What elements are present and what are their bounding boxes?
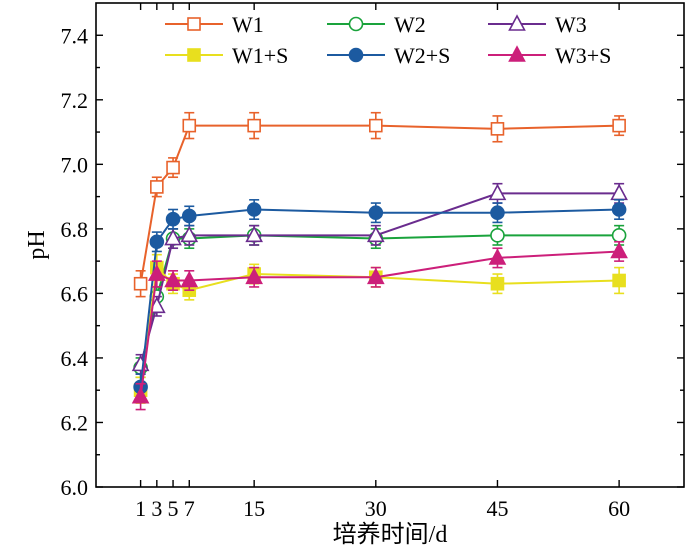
- series-w2: [133, 224, 627, 379]
- circle-marker: [611, 202, 627, 217]
- triangle-marker: [180, 225, 199, 243]
- square-marker: [612, 118, 626, 133]
- triangle-marker: [366, 225, 385, 243]
- triangle-marker: [164, 228, 182, 246]
- y-tick-label: 6.4: [61, 346, 89, 371]
- triangle-marker: [245, 225, 263, 243]
- square-marker: [150, 180, 164, 194]
- legend-label: W2: [394, 12, 426, 37]
- square-marker: [133, 276, 148, 291]
- square-marker: [187, 17, 201, 31]
- x-tick-label: 1: [135, 496, 146, 521]
- circle-marker: [348, 47, 364, 63]
- x-tick-label: 60: [608, 496, 630, 521]
- triangle-marker: [245, 267, 263, 285]
- legend-label: W3: [555, 12, 587, 37]
- square-marker: [490, 276, 505, 291]
- x-axis-title: 培养时间/d: [333, 521, 448, 548]
- circle-marker: [165, 211, 181, 227]
- square-marker: [187, 48, 201, 62]
- square-marker: [247, 118, 261, 133]
- x-tick-label: 3: [151, 496, 162, 521]
- y-tick-label: 7.4: [61, 23, 89, 48]
- legend-label: W1: [232, 12, 264, 37]
- legend-item-w1-plus-s: W1+S: [165, 43, 288, 68]
- legend-item-w3-plus-s: W3+S: [488, 43, 611, 68]
- series-layer: [131, 111, 628, 411]
- series-w3-plus-s: [131, 240, 628, 411]
- y-tick-label: 6.6: [61, 281, 89, 306]
- plot-frame: [95, 2, 685, 488]
- x-tick-label: 7: [184, 496, 195, 521]
- series-line: [139, 124, 620, 284]
- legend-label: W1+S: [232, 43, 288, 68]
- axes: 6.0 6.2 6.4 6.6 6.8 7.0 7.2 7.4 1 3 5 7 15 30 45 60: [61, 2, 685, 521]
- x-tick-label: 5: [168, 496, 179, 521]
- series-w1: [133, 111, 626, 298]
- y-tick-label: 6.0: [61, 475, 89, 500]
- circle-marker: [348, 16, 364, 32]
- circle-marker: [611, 228, 627, 243]
- x-tick-label: 30: [365, 496, 387, 521]
- legend-label: W3+S: [555, 43, 611, 68]
- legend: W1 W2 W3 W1+S W2+S W3+S: [165, 12, 611, 68]
- circle-marker: [181, 208, 197, 224]
- y-tick-label: 6.8: [61, 217, 89, 242]
- circle-marker: [149, 234, 165, 250]
- triangle-marker: [488, 248, 507, 265]
- series-line: [139, 192, 620, 365]
- square-marker: [369, 118, 383, 133]
- triangle-marker: [131, 386, 150, 404]
- series-w3: [131, 182, 628, 375]
- series-w2-plus-s: [133, 199, 627, 401]
- square-marker: [490, 122, 505, 136]
- circle-marker: [490, 205, 505, 221]
- legend-label: W2+S: [394, 43, 450, 68]
- circle-marker: [490, 228, 505, 243]
- y-tick-label: 6.2: [61, 410, 89, 435]
- triangle-marker: [508, 14, 526, 31]
- x-tick-label: 15: [243, 496, 265, 521]
- series-line: [139, 265, 620, 391]
- square-marker: [612, 273, 626, 288]
- y-axis-title: pH: [24, 230, 50, 259]
- triangle-marker: [164, 270, 182, 288]
- triangle-marker: [488, 183, 507, 201]
- triangle-marker: [508, 45, 526, 62]
- x-tick-label: 45: [486, 496, 508, 521]
- legend-item-w2-plus-s: W2+S: [327, 43, 450, 68]
- legend-item-w1: W1: [165, 12, 264, 37]
- triangle-marker: [180, 270, 199, 288]
- square-marker: [182, 118, 197, 133]
- triangle-marker: [610, 241, 628, 259]
- y-tick-label: 7.0: [61, 152, 89, 177]
- y-tick-label: 7.2: [61, 88, 89, 113]
- circle-marker: [368, 205, 384, 221]
- square-marker: [166, 160, 180, 175]
- triangle-marker: [366, 267, 385, 285]
- triangle-marker: [147, 264, 166, 281]
- legend-item-w3: W3: [488, 12, 587, 37]
- circle-marker: [246, 202, 262, 217]
- legend-item-w2: W2: [327, 12, 426, 37]
